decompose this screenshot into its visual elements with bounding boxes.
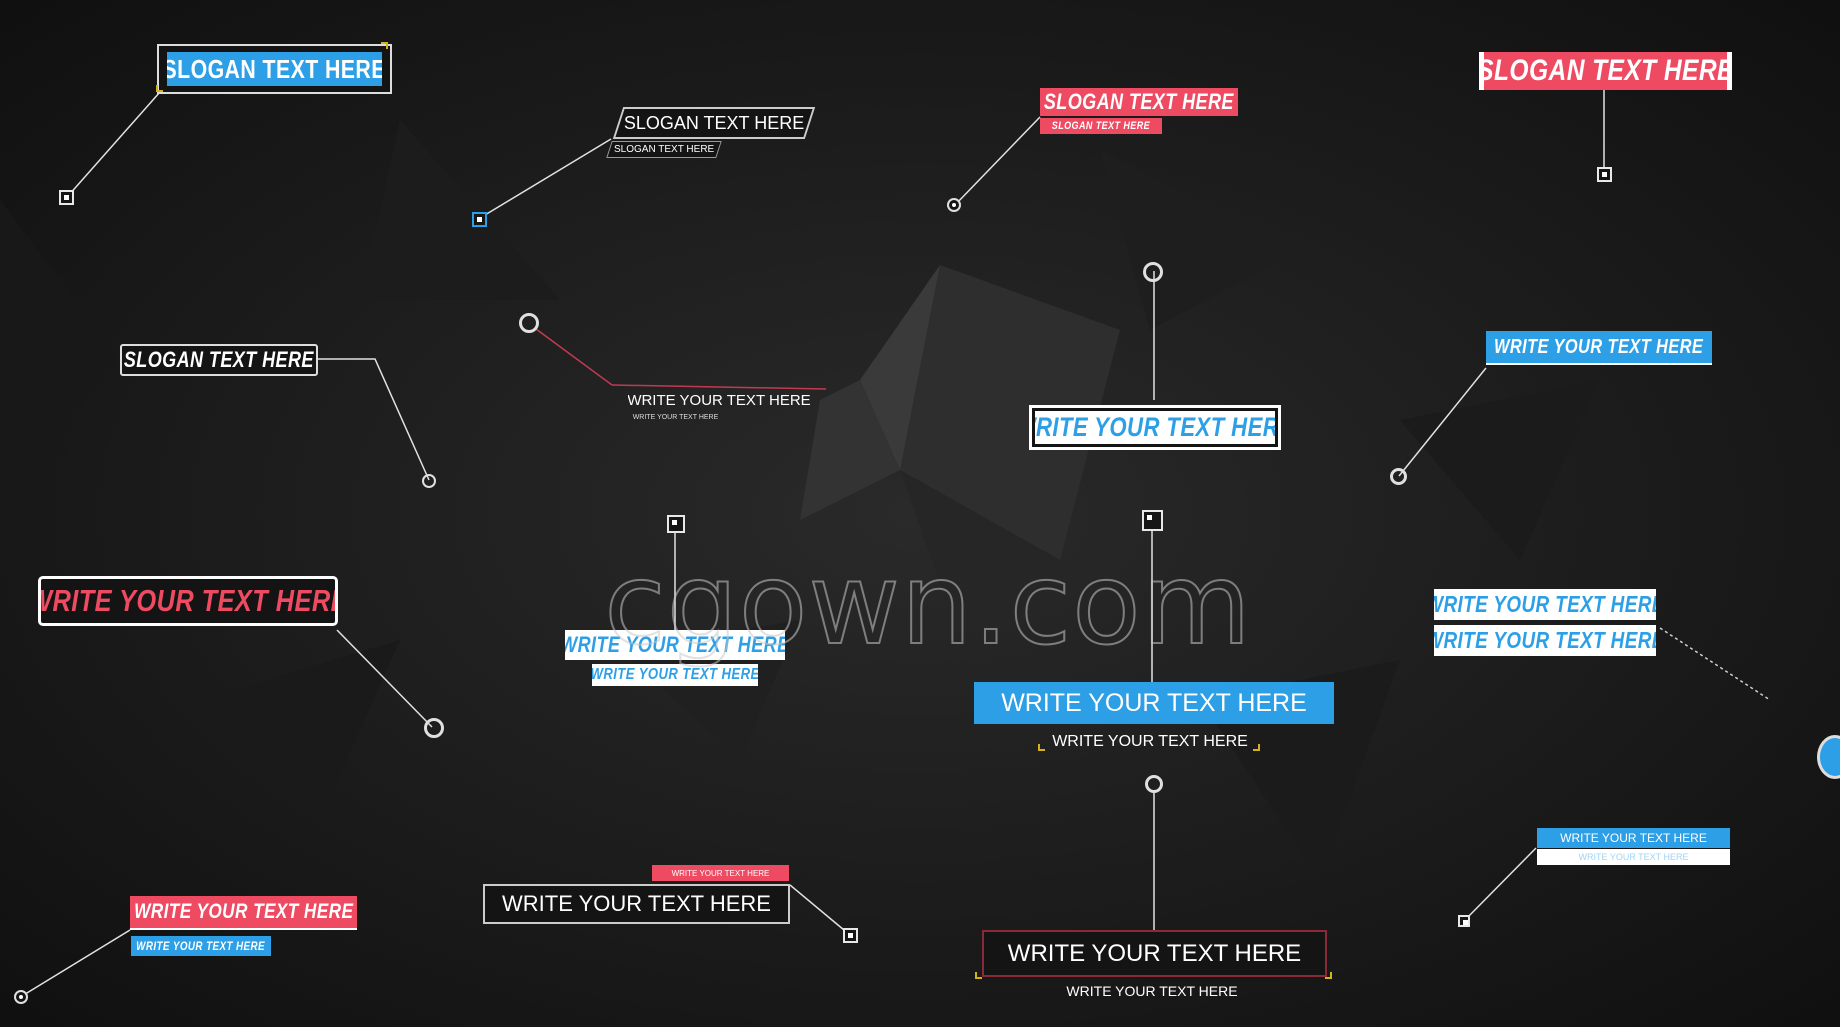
anchor-ring-9 (424, 718, 444, 738)
anchor-ring-13 (1145, 775, 1163, 793)
slogan-label-1: SLOGAN TEXT HERE (167, 52, 382, 86)
write-main-6: WRITE YOUR TEXT HERE (628, 391, 810, 409)
anchor-square-11 (1142, 510, 1163, 531)
anchor-ring-5 (422, 474, 436, 488)
write-label-7: WRITE YOUR TEXT HERE (1035, 411, 1275, 444)
slogan-sub-2: SLOGAN TEXT HERE (606, 141, 722, 158)
slogan-frame-1: SLOGAN TEXT HERE (157, 44, 392, 94)
write-main-15: WRITE YOUR TEXT HERE (130, 896, 357, 930)
write-frame-9: WRITE YOUR TEXT HERE (38, 576, 338, 626)
side-circle-icon[interactable] (1817, 735, 1840, 779)
write-main-11: WRITE YOUR TEXT HERE (974, 682, 1334, 724)
write-top-12: WRITE YOUR TEXT HERE (1434, 589, 1656, 620)
write-sub-15: WRITE YOUR TEXT HERE (131, 936, 271, 956)
anchor-square-4 (1597, 167, 1612, 182)
write-main-16: WRITE YOUR TEXT HERE (1537, 828, 1730, 848)
anchor-square-10 (667, 515, 685, 533)
write-frame-13: WRITE YOUR TEXT HERE (982, 930, 1327, 977)
write-sub-6: WRITE YOUR TEXT HERE (632, 413, 719, 421)
watermark-text: cgown.com (603, 540, 1252, 670)
write-sub-11: WRITE YOUR TEXT HERE (1052, 733, 1248, 750)
slogan-main-3: SLOGAN TEXT HERE (1040, 88, 1238, 116)
anchor-ring-6 (519, 313, 539, 333)
anchor-dot-15 (14, 990, 28, 1004)
slogan-label-5: SLOGAN TEXT HERE (120, 344, 318, 376)
anchor-dot-3 (947, 198, 961, 212)
anchor-square-1 (59, 190, 74, 205)
slogan-sub-3: SLOGAN TEXT HERE (1040, 118, 1162, 134)
write-sub-13: WRITE YOUR TEXT HERE (1066, 983, 1238, 999)
write-sub-10: WRITE YOUR TEXT HERE (592, 664, 758, 686)
write-tag-14: WRITE YOUR TEXT HERE (652, 865, 789, 881)
write-main-10: WRITE YOUR TEXT HERE (565, 630, 785, 660)
anchor-ring-8 (1390, 468, 1407, 485)
write-sub-16: WRITE YOUR TEXT HERE (1537, 849, 1730, 865)
anchor-square-14 (843, 928, 858, 943)
slogan-main-2: SLOGAN TEXT HERE (612, 107, 816, 139)
write-label-8: WRITE YOUR TEXT HERE (1486, 331, 1712, 365)
write-bottom-12: WRITE YOUR TEXT HERE (1434, 625, 1656, 656)
write-frame-7: WRITE YOUR TEXT HERE (1029, 405, 1281, 450)
anchor-ring-11-top (1143, 262, 1163, 282)
anchor-square-2 (472, 212, 487, 227)
slogan-text-1: SLOGAN TEXT HERE (167, 53, 382, 84)
write-frame-14: WRITE YOUR TEXT HERE (483, 884, 790, 924)
slogan-label-4: SLOGAN TEXT HERE (1479, 52, 1732, 90)
anchor-square-16 (1458, 915, 1470, 927)
